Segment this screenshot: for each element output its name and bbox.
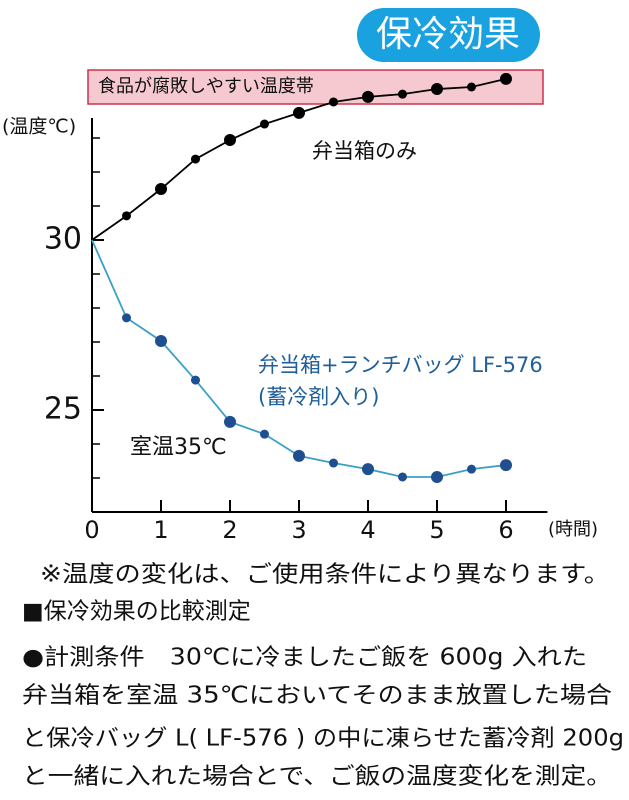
data-point xyxy=(293,449,305,462)
data-point xyxy=(293,106,305,119)
data-point xyxy=(155,334,167,347)
series-label-note: (蓄冷剤入り) xyxy=(258,385,379,409)
x-axis-label: (時間) xyxy=(548,519,598,540)
x-tick-label: 6 xyxy=(498,516,513,544)
data-point xyxy=(431,83,443,96)
data-point xyxy=(260,429,269,439)
series-label: 弁当箱+ランチバッグ LF-576 xyxy=(258,353,543,377)
data-point xyxy=(224,134,236,147)
data-point xyxy=(398,472,407,482)
band-label: 食品が腐敗しやすい温度帯 xyxy=(98,76,314,97)
data-point xyxy=(431,470,443,483)
chart-title: 保冷効果 xyxy=(376,14,520,55)
x-tick-label: 5 xyxy=(429,516,444,544)
y-tick-label: 30 xyxy=(44,222,82,257)
data-point xyxy=(362,463,374,476)
x-tick-label: 0 xyxy=(84,516,99,544)
x-tick-label: 3 xyxy=(291,516,306,544)
notes-line: 弁当箱を室温 35℃においてそのまま放置した場合 xyxy=(22,683,612,709)
series-label: 弁当箱のみ xyxy=(312,139,417,163)
data-point xyxy=(398,89,407,99)
y-tick-label: 25 xyxy=(44,392,82,427)
notes-line: と一緒に入れた場合とで、ご飯の温度変化を測定。 xyxy=(22,764,612,790)
data-point xyxy=(329,97,338,107)
data-point xyxy=(260,119,269,129)
data-point xyxy=(467,464,476,474)
annotation: 室温35℃ xyxy=(130,435,227,460)
notes-heading: ■保冷効果の比較測定 xyxy=(22,599,251,625)
data-point xyxy=(122,211,131,221)
data-point xyxy=(191,154,200,164)
y-axis-label: (温度℃) xyxy=(2,116,76,138)
title-badge xyxy=(357,8,540,62)
x-tick-label: 4 xyxy=(360,516,375,544)
disclaimer: ※温度の変化は、ご使用条件により異なります。 xyxy=(40,562,610,588)
data-point xyxy=(224,415,236,428)
data-point xyxy=(329,458,338,468)
notes-line: と保冷バッグ L( LF-576 ) の中に凍らせた蓄冷剤 200g xyxy=(22,726,624,752)
data-point xyxy=(191,375,200,385)
data-point xyxy=(467,82,476,92)
data-point xyxy=(500,459,512,472)
x-tick-label: 2 xyxy=(222,516,237,544)
data-point xyxy=(155,183,167,195)
data-point xyxy=(362,90,374,103)
data-point xyxy=(500,72,512,85)
x-tick-label: 1 xyxy=(153,516,168,544)
notes-line: ●計測条件 30℃に冷ましたご飯を 600g 入れた xyxy=(22,645,587,671)
data-point xyxy=(122,313,131,323)
